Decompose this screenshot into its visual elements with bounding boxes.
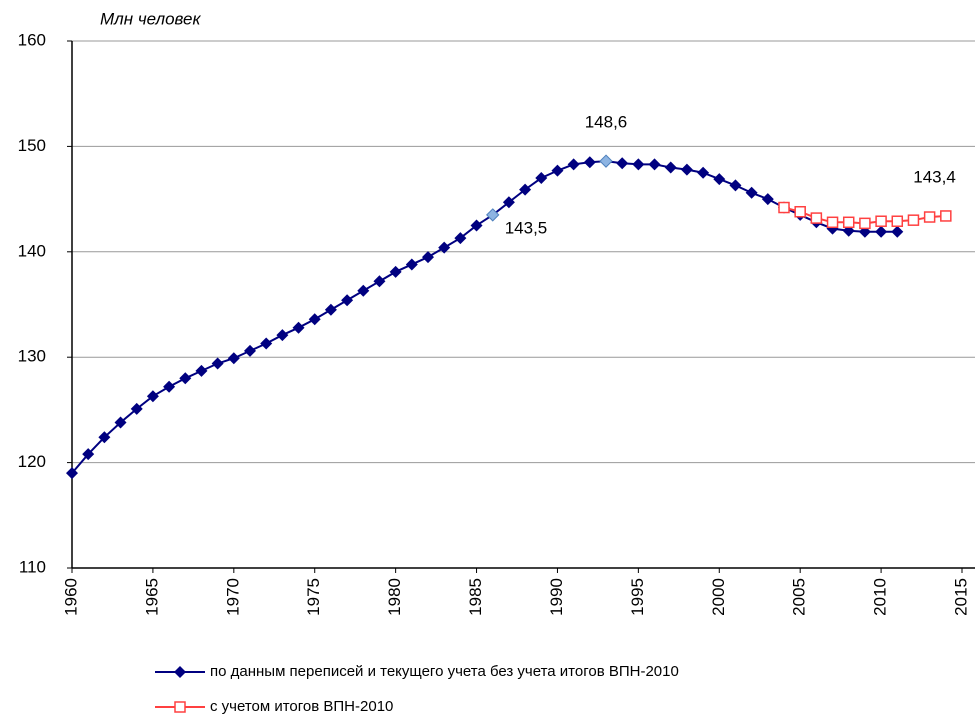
data-label: 143,5 [505,218,548,237]
y-tick-label: 130 [18,347,46,366]
data-point [98,431,111,444]
data-point [373,275,386,288]
data-point [163,380,176,393]
data-point [664,161,677,174]
data-point [179,372,192,385]
data-point [535,172,548,185]
data-point [648,158,661,171]
data-point [599,154,613,168]
data-point [907,214,920,226]
data-point [761,193,774,206]
data-point [486,208,500,222]
data-label: 148,6 [585,113,628,132]
x-tick-label: 2010 [871,578,890,616]
data-point [891,215,904,227]
x-tick-label: 1960 [61,578,80,616]
data-point [842,216,855,229]
x-tick-label: 2015 [951,578,970,616]
data-point [940,210,952,222]
data-point [292,321,305,334]
legend-text: с учетом итогов ВПН-2010 [210,698,393,715]
data-point [502,196,515,209]
data-point [454,232,467,245]
y-tick-label: 150 [18,136,46,155]
data-point [713,173,726,186]
data-point [567,158,580,171]
data-point [778,201,790,214]
data-point [519,183,532,196]
data-point [891,225,904,238]
data-point [276,329,289,342]
y-tick-label: 160 [18,30,46,49]
x-tick-label: 1995 [628,578,647,616]
data-point [130,402,143,415]
data-point [211,357,224,370]
data-point [583,156,596,169]
data-point [697,166,710,179]
data-point [260,337,273,350]
x-tick-label: 1980 [385,578,404,616]
data-point [875,215,887,227]
y-tick-label: 140 [18,241,46,260]
x-tick-label: 1990 [547,578,566,616]
data-point [680,163,693,176]
y-tick-label: 110 [19,557,46,576]
data-point [470,219,483,232]
data-point [324,303,337,316]
legend-marker [174,701,186,713]
legend-text: по данным переписей и текущего учета без… [210,663,679,680]
data-point [146,390,159,403]
data-point [422,251,434,264]
data-point [810,212,823,224]
data-point [551,164,564,177]
data-point [114,416,127,429]
data-point [794,205,806,218]
data-point [195,364,208,377]
x-tick-label: 2005 [790,578,809,616]
x-tick-label: 2000 [709,578,728,616]
data-point [66,467,78,480]
data-point [357,284,370,297]
data-point [389,265,402,278]
data-point [729,179,742,192]
data-point [405,258,418,271]
data-point [82,448,95,461]
x-tick-label: 1975 [304,578,323,616]
data-point [875,225,888,238]
data-point [341,294,354,307]
data-point [923,211,936,223]
data-point [308,313,321,326]
data-label: 143,4 [913,167,956,186]
x-tick-label: 1985 [466,578,485,616]
legend-marker [174,666,186,678]
data-point [616,157,629,170]
y-tick-label: 120 [18,452,46,471]
data-point [244,344,256,357]
series-line [71,160,898,474]
x-tick-label: 1970 [223,578,242,616]
data-point [632,158,645,171]
data-point [859,217,871,230]
y-axis-label: Млн человек [100,9,202,28]
data-point [745,186,758,199]
data-point [227,352,240,365]
data-point [826,216,839,229]
data-point [438,241,451,254]
x-tick-label: 1965 [142,578,161,616]
